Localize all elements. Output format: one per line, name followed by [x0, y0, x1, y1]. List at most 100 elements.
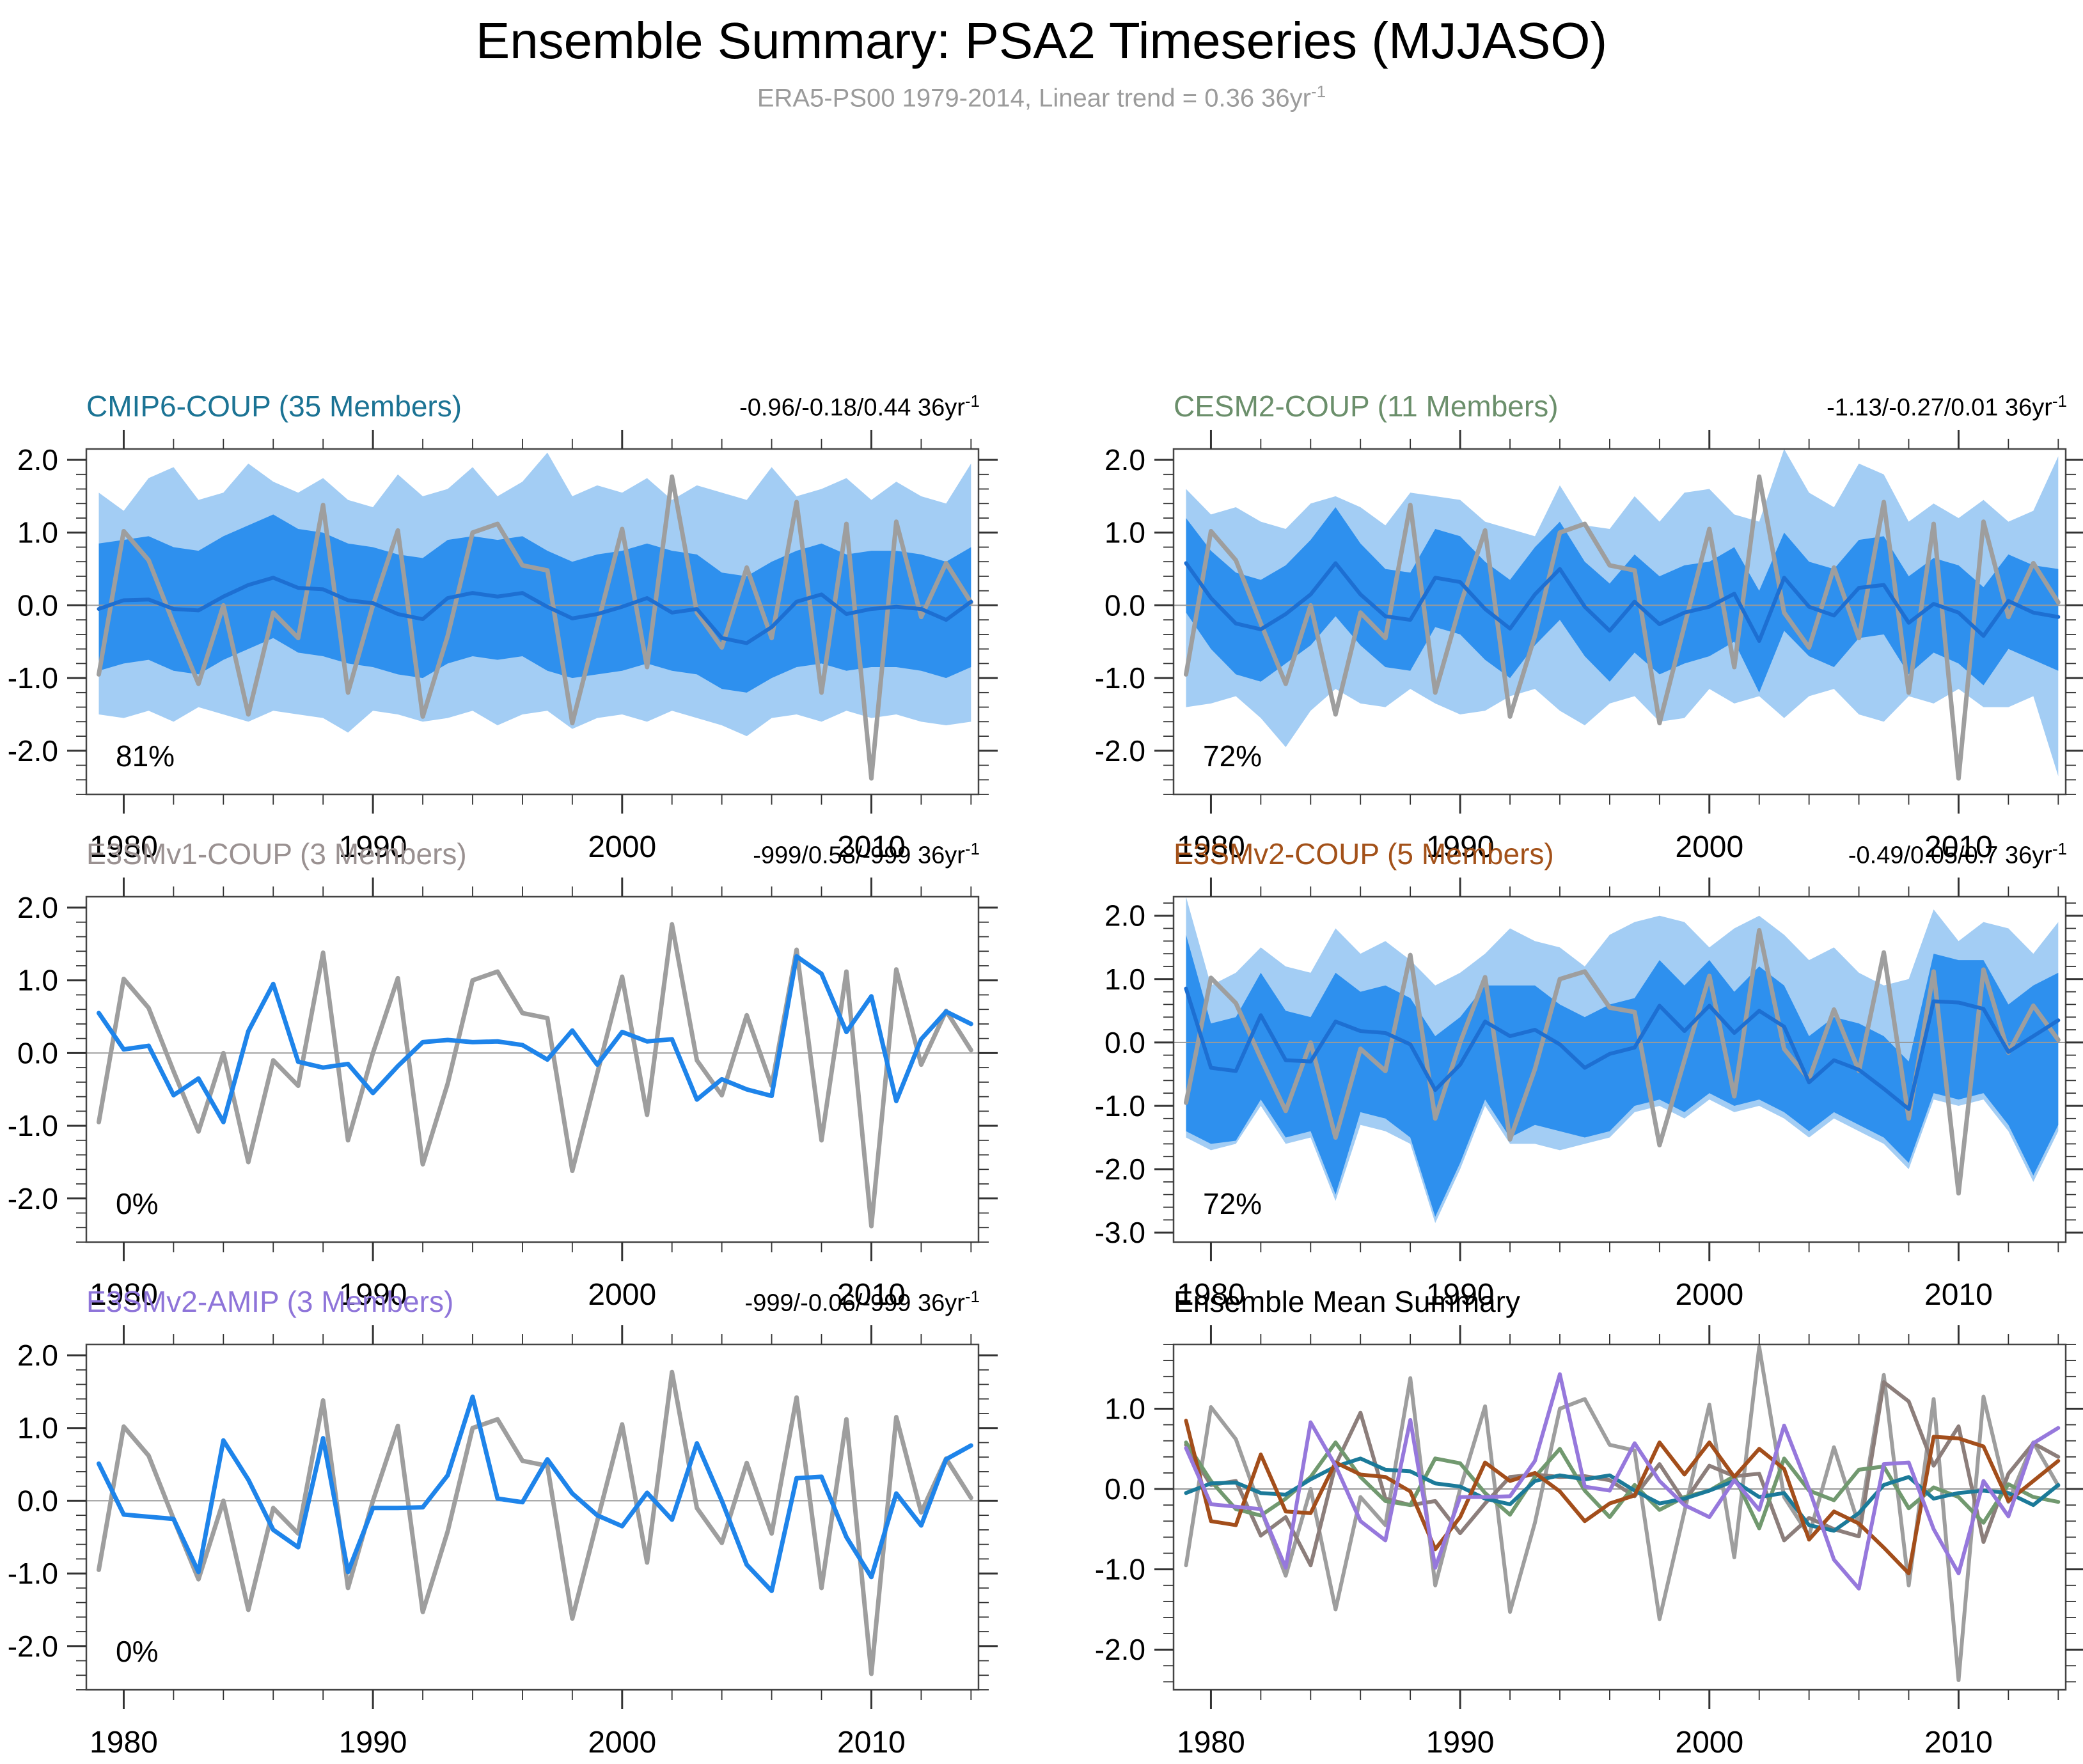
x-tick-label: 2000 [588, 1278, 656, 1312]
y-tick-label: 0.0 [17, 1036, 58, 1069]
timeseries-plot: 1980 1990 2000 2010 -2.0 -1.0 0.0 1.0 2.0 0% [8, 1325, 998, 1760]
y-tick-label: -2.0 [1095, 1633, 1145, 1666]
x-tick-label: 1980 [90, 830, 158, 864]
y-tick-label: 2.0 [1104, 443, 1145, 476]
y-tick-label: 1.0 [1104, 963, 1145, 996]
trend-text: -999/0.58/-999 36yr [753, 842, 965, 869]
y-tick-label: 2.0 [17, 443, 58, 476]
trend-exponent: -1 [964, 1287, 980, 1307]
timeseries-plot: 1980 1990 2000 2010 -2.0 -1.0 0.0 1.0 2.0 0% [8, 878, 998, 1312]
axis-ticks [67, 878, 998, 1261]
y-tick-label: -1.0 [1095, 661, 1145, 695]
y-tick-label: 0.0 [1104, 588, 1145, 622]
panel-e3smv2-coup: E3SMv2-COUP (5 Members) -0.49/0.05/0.7 3… [1087, 831, 2083, 1312]
x-tick-label: 2000 [588, 830, 656, 864]
x-tick-label: 2000 [1675, 830, 1743, 864]
trend-text: -0.96/-0.18/0.44 36yr [739, 395, 965, 421]
percent-label: 81% [116, 739, 175, 773]
y-tick-label: -3.0 [1095, 1216, 1145, 1249]
y-tick-label: 2.0 [17, 1339, 58, 1372]
x-tick-label: 1990 [339, 1726, 407, 1760]
x-tick-label: 1980 [1177, 1278, 1245, 1312]
y-tick-label: 1.0 [17, 1412, 58, 1445]
x-tick-label: 2000 [1675, 1278, 1743, 1312]
panel-cmip6-coup: CMIP6-COUP (35 Members) -0.96/-0.18/0.44… [0, 384, 998, 865]
cesm2-member-spread-band [1186, 507, 2059, 693]
plot-frame [1172, 448, 2067, 796]
percent-label: 0% [116, 1187, 158, 1220]
y-tick-label: 1.0 [1104, 1392, 1145, 1425]
e3smv2-coup-ensemble-mean-line [1184, 986, 2061, 1111]
trend-label: -999/0.58/-999 36yr-1 [753, 839, 980, 870]
y-tick-label: 1.0 [17, 516, 58, 549]
trend-text: -1.13/-0.27/0.01 36yr [1827, 395, 2052, 421]
panel-title: E3SMv2-COUP (5 Members) [1174, 837, 1554, 870]
e3smv2-amip-mean-line [1184, 1372, 2061, 1591]
axis-ticks [1154, 878, 2083, 1261]
timeseries-plot: 1980 1990 2000 2010 -2.0 -1.0 0.0 1.0 [1095, 1325, 2083, 1760]
x-tick-label: 2000 [1675, 1726, 1743, 1760]
y-tick-label: 0.0 [1104, 1472, 1145, 1506]
timeseries-plot: 1980 1990 2000 2010 -2.0 -1.0 0.0 1.0 2.0 81% [8, 430, 998, 864]
trend-label: -1.13/-0.27/0.01 36yr-1 [1827, 391, 2067, 422]
y-tick-label: 0.0 [17, 1484, 58, 1517]
y-tick-label: -1.0 [1095, 1089, 1145, 1122]
panel-e3smv2-amip: E3SMv2-AMIP (3 Members) -999/-0.06/-999 … [0, 1279, 998, 1760]
x-tick-label: 1990 [1426, 1726, 1495, 1760]
y-tick-label: 1.0 [1104, 516, 1145, 549]
trend-exponent: -1 [2052, 839, 2067, 859]
plot-frame [85, 1343, 980, 1691]
y-tick-label: 1.0 [17, 964, 58, 997]
x-tick-label: 1980 [1177, 830, 1245, 864]
y-tick-label: -2.0 [8, 1630, 58, 1663]
plot-frame [1172, 1343, 2067, 1691]
era5-observation-line [96, 1369, 973, 1676]
panel-e3smv1-coup: E3SMv1-COUP (3 Members) -999/0.58/-999 3… [0, 831, 998, 1312]
axis-ticks [67, 430, 998, 814]
axis-ticks [1154, 1325, 2083, 1709]
timeseries-plot: 1980 1990 2000 2010 -3.0 -2.0 -1.0 0.0 1.0 2.0 72% [1095, 878, 2083, 1312]
panel-title: E3SMv1-COUP (3 Members) [86, 837, 467, 870]
cmip6-member-spread-band [98, 514, 971, 693]
percent-label: 72% [1203, 1187, 1262, 1220]
plot-frame [1172, 895, 2067, 1243]
x-tick-label: 2010 [1924, 830, 1993, 864]
y-tick-label: 0.0 [1104, 1026, 1145, 1059]
subtitle-exponent: -1 [1311, 82, 1326, 101]
y-tick-label: -2.0 [1095, 734, 1145, 768]
e3smv2-member-spread-band [1186, 934, 2059, 1217]
y-tick-label: -2.0 [1095, 1153, 1145, 1186]
x-tick-label: 1990 [339, 830, 407, 864]
e3smv1-ensemble-mean-line [96, 954, 973, 1124]
era5-observation-line [96, 474, 973, 781]
x-tick-label: 2010 [837, 830, 906, 864]
panel-title: CMIP6-COUP (35 Members) [86, 390, 462, 423]
x-tick-label: 1990 [1426, 830, 1495, 864]
percent-label: 0% [116, 1635, 158, 1668]
cesm2-ensemble-mean-line [1184, 561, 2061, 643]
cmip6-ensemble-mean-line [97, 576, 973, 645]
plot-frame [85, 895, 980, 1243]
x-tick-label: 2010 [1924, 1726, 1993, 1760]
y-tick-label: -1.0 [8, 1109, 58, 1142]
x-tick-label: 2010 [1924, 1278, 1993, 1312]
e3smv1-mean-line [1184, 1380, 2061, 1568]
x-tick-label: 1980 [90, 1278, 158, 1312]
y-tick-label: 2.0 [1104, 899, 1145, 933]
panel-title: Ensemble Mean Summary [1174, 1285, 1520, 1318]
percent-label: 72% [1203, 739, 1262, 773]
y-tick-label: -1.0 [8, 661, 58, 695]
trend-exponent: -1 [2052, 391, 2067, 411]
y-tick-label: -2.0 [8, 734, 58, 768]
y-tick-label: -1.0 [8, 1557, 58, 1590]
panel-title: E3SMv2-AMIP (3 Members) [86, 1285, 454, 1318]
trend-label: -0.96/-0.18/0.44 36yr-1 [739, 391, 980, 422]
trend-exponent: -1 [964, 391, 980, 411]
y-tick-label: -2.0 [8, 1182, 58, 1215]
x-tick-label: 2000 [588, 1726, 656, 1760]
page-title: Ensemble Summary: PSA2 Timeseries (MJJAS… [475, 12, 1608, 69]
e3smv2-coup-mean-line [1184, 1419, 2061, 1575]
trend-text: -999/-0.06/-999 36yr [744, 1290, 965, 1317]
page-subtitle: ERA5-PS00 1979-2014, Linear trend = 0.36… [0, 82, 2083, 113]
trend-text: -0.49/0.05/0.7 36yr [1848, 842, 2052, 869]
